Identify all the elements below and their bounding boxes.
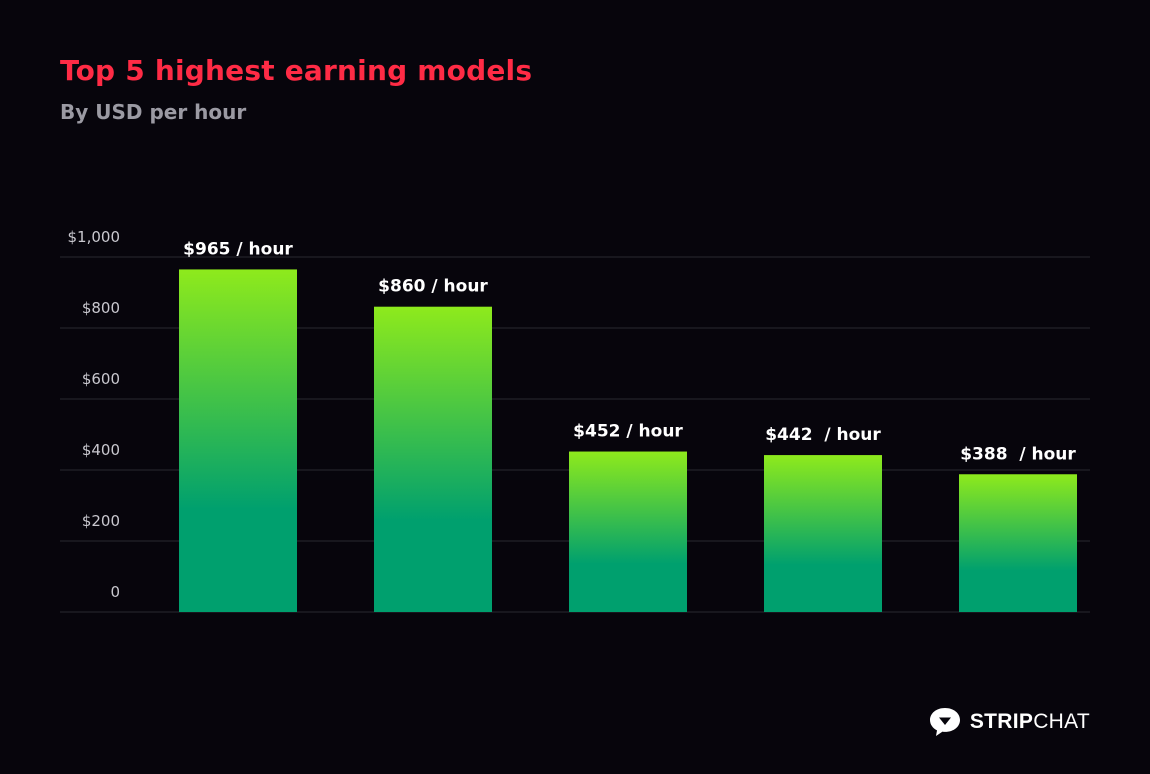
y-tick-label: 0: [110, 583, 120, 601]
data-labels: $965 / hour $860 / hour $452 / hour $442 / …: [183, 239, 1076, 464]
chart-subtitle: By USD per hour: [60, 100, 247, 124]
data-label: $388 / hour: [960, 444, 1076, 464]
bars: [179, 269, 1077, 612]
y-tick-label: $400: [82, 441, 120, 459]
chart-title: Top 5 highest earning models: [60, 54, 533, 87]
stripchat-logo: STRIPCHAT: [928, 706, 1090, 738]
y-axis-ticks: 0 $200 $400 $600 $800 $1,000: [68, 228, 121, 601]
data-label: $860 / hour: [378, 277, 488, 297]
bar: [569, 451, 687, 612]
logo-text-chat: CHAT: [1033, 710, 1090, 733]
y-tick-label: $800: [82, 299, 120, 317]
bar: [374, 306, 492, 612]
y-tick-label: $200: [82, 512, 120, 530]
y-tick-label: $1,000: [68, 228, 121, 246]
data-label: $965 / hour: [183, 239, 293, 259]
bar: [764, 455, 882, 612]
bar: [959, 474, 1077, 612]
bar: [179, 269, 297, 612]
data-label: $452 / hour: [573, 422, 683, 442]
chat-bubble-icon: [929, 708, 960, 736]
y-tick-label: $600: [82, 370, 120, 388]
logo-text-strip: STRIP: [969, 710, 1034, 733]
data-label: $442 / hour: [765, 425, 881, 445]
